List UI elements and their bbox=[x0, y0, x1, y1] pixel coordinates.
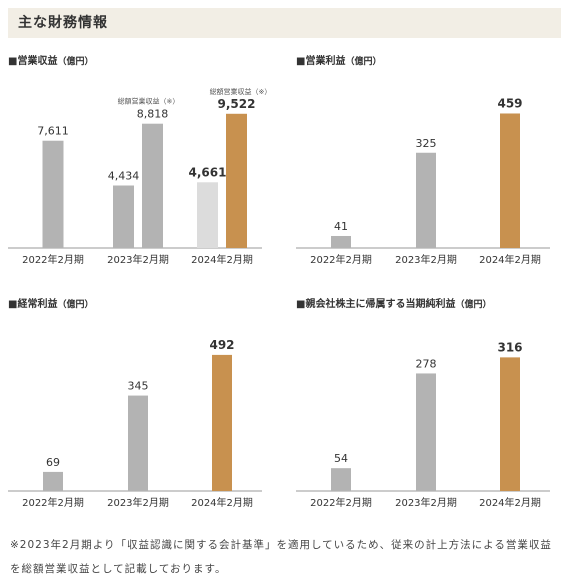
x-tick-label: 2023年2月期 bbox=[395, 253, 457, 266]
chart-canvas: 2022年2月期 2023年2月期 2024年2月期 7,611 4,434 8,818 総… bbox=[8, 87, 272, 266]
x-tick-label: 2024年2月期 bbox=[191, 253, 253, 266]
x-tick-label: 2023年2月期 bbox=[107, 253, 169, 266]
data-label: 345 bbox=[128, 380, 149, 393]
chart-canvas: 2022年2月期 2023年2月期 2024年2月期 54 278 316 bbox=[296, 340, 550, 509]
section-title: 主な財務情報 bbox=[18, 15, 108, 31]
data-label: 4,661 bbox=[189, 165, 227, 179]
data-label: 278 bbox=[416, 357, 437, 370]
chart-unit: （億円） bbox=[345, 57, 382, 67]
data-label: 7,611 bbox=[37, 125, 69, 138]
ordinary-profit-chart: ■経常利益（億円） 2022年2月期 2023年2月期 2024年2月期 69 345 4… bbox=[8, 295, 278, 515]
bar bbox=[500, 113, 520, 248]
net-income-chart: ■親会社株主に帰属する当期純利益（億円） 2022年2月期 2023年2月期 202… bbox=[296, 295, 566, 515]
operating-revenue-chart: ■営業収益（億円） 2022年2月期 2023年2月期 2024年2月期 7,611 4… bbox=[8, 52, 278, 272]
data-label: 8,818 bbox=[137, 108, 169, 121]
bar bbox=[43, 471, 63, 491]
x-tick-label: 2022年2月期 bbox=[22, 253, 84, 266]
data-label: 316 bbox=[497, 340, 522, 354]
series-annotation: 総額営業収益（※） bbox=[210, 87, 272, 96]
data-label: 4,434 bbox=[108, 170, 140, 183]
chart-title: ■営業収益（億円） bbox=[8, 56, 94, 67]
data-label: 492 bbox=[209, 338, 234, 352]
data-label: 54 bbox=[334, 452, 348, 465]
bar bbox=[226, 113, 247, 248]
bar bbox=[416, 152, 436, 248]
x-tick-label: 2022年2月期 bbox=[310, 253, 372, 266]
chart-title: ■親会社株主に帰属する当期純利益（億円） bbox=[296, 299, 492, 310]
x-tick-label: 2023年2月期 bbox=[395, 496, 457, 509]
bar bbox=[331, 235, 351, 248]
chart-canvas: 2022年2月期 2023年2月期 2024年2月期 69 345 492 bbox=[8, 338, 262, 509]
operating-profit-chart: ■営業利益（億円） 2022年2月期 2023年2月期 2024年2月期 41 325 4… bbox=[296, 52, 566, 272]
x-tick-label: 2022年2月期 bbox=[310, 496, 372, 509]
chart-title-text: 経常利益 bbox=[17, 299, 58, 310]
bar bbox=[212, 354, 232, 491]
x-tick-label: 2024年2月期 bbox=[191, 496, 253, 509]
bar bbox=[142, 123, 163, 248]
chart-title: ■営業利益（億円） bbox=[296, 56, 382, 67]
chart-unit: （億円） bbox=[57, 57, 94, 67]
chart-unit: （億円） bbox=[455, 300, 492, 310]
bar bbox=[128, 395, 148, 491]
bar bbox=[197, 182, 218, 248]
data-label: 69 bbox=[46, 456, 60, 469]
chart-title-text: 親会社株主に帰属する当期純利益 bbox=[305, 299, 456, 310]
series-annotation: 総額営業収益（※） bbox=[118, 97, 180, 106]
data-label: 325 bbox=[416, 137, 437, 150]
x-tick-label: 2023年2月期 bbox=[107, 496, 169, 509]
data-label: 41 bbox=[334, 220, 348, 233]
bar bbox=[331, 468, 351, 491]
chart-unit: （億円） bbox=[57, 300, 94, 310]
chart-title-text: 営業利益 bbox=[305, 56, 346, 67]
bar bbox=[416, 373, 436, 491]
data-label: 459 bbox=[497, 96, 522, 110]
bar bbox=[42, 140, 64, 248]
footnote: ※2023年2月期より「収益認識に関する会計基準」を適用しているため、従来の計上… bbox=[10, 539, 552, 575]
bar bbox=[500, 357, 520, 491]
bar bbox=[113, 185, 134, 248]
x-tick-label: 2022年2月期 bbox=[22, 496, 84, 509]
chart-canvas: 2022年2月期 2023年2月期 2024年2月期 41 325 459 bbox=[296, 96, 550, 266]
chart-title-text: 営業収益 bbox=[17, 56, 58, 67]
x-tick-label: 2024年2月期 bbox=[479, 253, 541, 266]
section-header: 主な財務情報 bbox=[8, 8, 561, 38]
x-tick-label: 2024年2月期 bbox=[479, 496, 541, 509]
chart-title: ■経常利益（億円） bbox=[8, 299, 94, 310]
data-label: 9,522 bbox=[218, 97, 256, 111]
